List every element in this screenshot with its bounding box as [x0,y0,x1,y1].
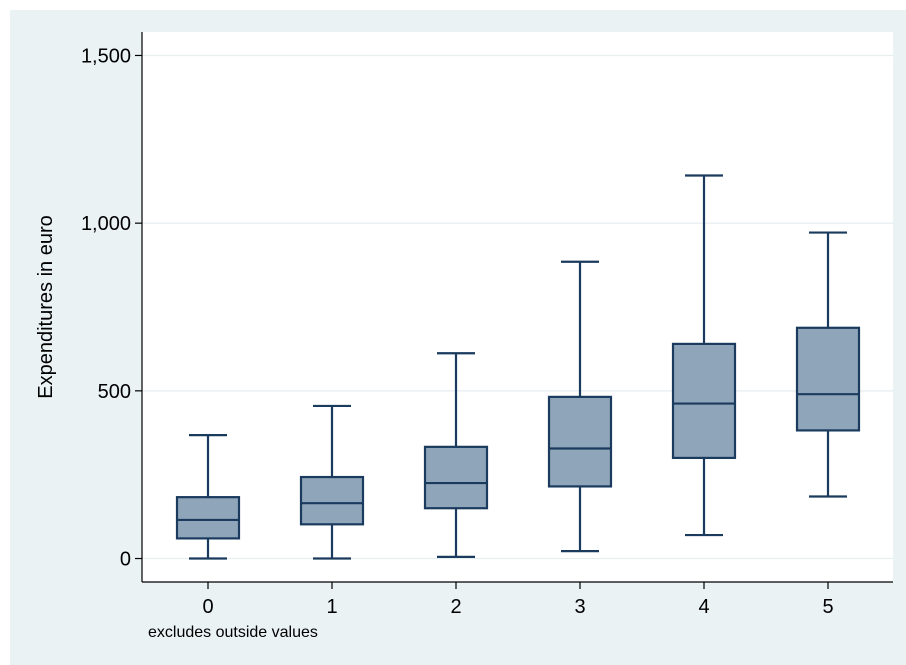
iqr-box [423,445,489,510]
box-group-2 [423,352,489,558]
box-group-4 [671,174,737,537]
x-tick-label: 5 [822,596,833,618]
iqr-box [795,326,861,432]
y-axis-title: Expenditures in euro [35,215,57,398]
y-tick-label: 0 [120,549,131,571]
x-tick-label: 1 [326,596,337,618]
x-tick-label: 3 [574,596,585,618]
box-group-3 [547,260,613,553]
iqr-box [671,342,737,460]
y-ticks: 0 500 1,000 1,500 [81,45,142,571]
box-group-0 [175,434,241,560]
box-plot-chart: 0 500 1,000 1,500 0 1 2 3 4 5 Expenditures in eu… [35,32,893,641]
x-tick-label: 4 [698,596,709,618]
y-tick-label: 500 [98,381,131,403]
chart-note: excludes outside values [148,624,318,641]
iqr-box [547,395,613,488]
iqr-box [299,475,365,526]
x-tick-label: 0 [202,596,213,618]
chart-figure: 0 500 1,000 1,500 0 1 2 3 4 5 Expenditures in eu… [10,10,906,665]
x-ticks: 0 1 2 3 4 5 [202,582,834,618]
y-tick-label: 1,500 [81,45,131,67]
x-tick-label: 2 [450,596,461,618]
y-tick-label: 1,000 [81,213,131,235]
plot-area [142,32,893,582]
box-group-1 [299,404,365,560]
boxes [175,174,861,560]
grid-lines [142,54,893,560]
box-group-5 [795,231,861,498]
iqr-box [175,496,241,540]
